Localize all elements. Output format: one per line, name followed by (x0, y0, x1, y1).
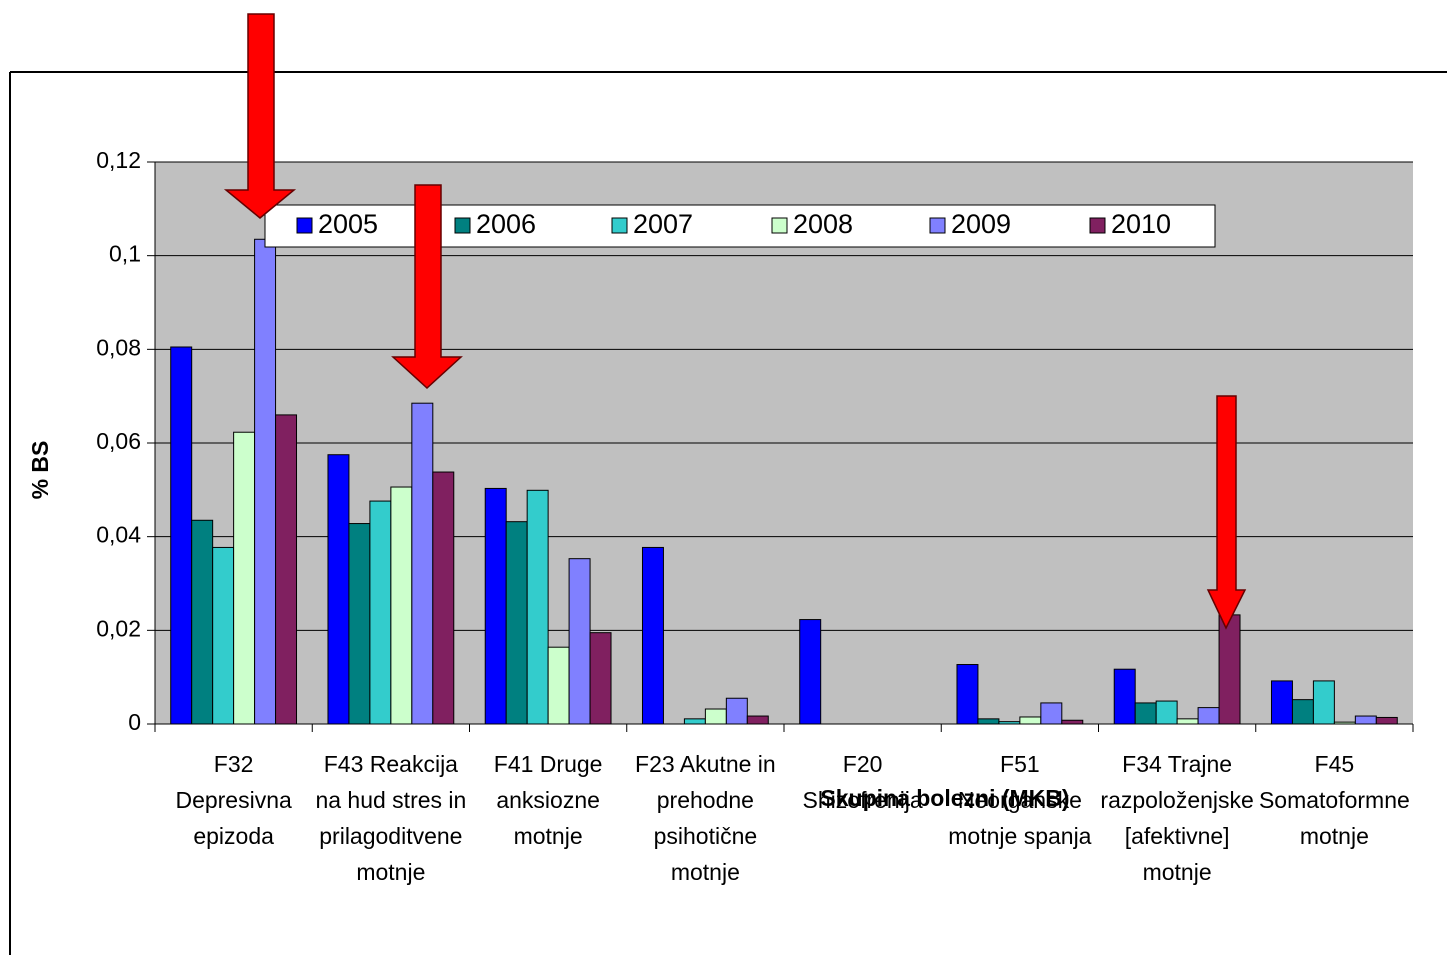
bar (254, 238, 277, 725)
bar (1270, 680, 1293, 725)
bar (1312, 680, 1335, 725)
y-tick-label: 0,12 (96, 147, 141, 173)
y-tick-label: 0 (128, 709, 141, 735)
bar (233, 431, 256, 725)
x-tick-label: F41 Druge anksiozne motnje (494, 751, 603, 849)
annotation-arrow (1206, 395, 1247, 630)
bar (390, 486, 413, 725)
bar (1061, 719, 1084, 725)
legend-swatch (296, 217, 313, 234)
bar (1218, 614, 1241, 725)
bar (977, 718, 1000, 725)
bar (641, 546, 664, 725)
bar (170, 346, 193, 725)
x-tick-label: F34 Trajne razpoloženjske [afektivne] motnj… (1100, 751, 1253, 885)
x-tick-label: F32 Depresivna epizoda (175, 751, 292, 849)
bar (725, 697, 748, 725)
bar (526, 489, 549, 725)
x-tick-label: F51 Neorganske motnje spanja (948, 751, 1091, 849)
bar (589, 632, 612, 725)
bar (1197, 707, 1220, 725)
x-tick-label: F20 Shizofrenija (803, 751, 923, 813)
bar (411, 402, 434, 725)
legend-label: 2008 (793, 209, 853, 239)
legend-label: 2006 (476, 209, 536, 239)
annotation-arrow (223, 13, 297, 219)
legend-label: 2005 (318, 209, 378, 239)
legend-label: 2007 (633, 209, 693, 239)
y-axis-title: % BS (27, 441, 53, 500)
bar (191, 519, 214, 725)
bar (704, 708, 727, 725)
bar (484, 487, 507, 725)
y-tick-label: 0,1 (109, 241, 141, 267)
legend-swatch (611, 217, 628, 234)
bar (275, 414, 298, 725)
bar (1176, 718, 1199, 725)
x-axis-title: Skupina bolezni (MKB) (820, 785, 1069, 811)
legend-label: 2009 (951, 209, 1011, 239)
bar (1113, 668, 1136, 725)
bar (505, 521, 528, 725)
legend-swatch (454, 217, 471, 234)
bar (1155, 700, 1178, 725)
bar (746, 715, 769, 725)
bar (369, 500, 392, 725)
bar (1291, 699, 1314, 725)
bar (1040, 702, 1063, 725)
x-tick-label: F23 Akutne in prehodne psihotične motnje (635, 751, 776, 885)
x-tick-label: F45 Somatoformne motnje (1259, 751, 1410, 849)
bar (1354, 715, 1377, 725)
legend-swatch (1089, 217, 1106, 234)
bar (799, 619, 822, 725)
y-tick-label: 0,08 (96, 334, 141, 360)
legend-swatch (771, 217, 788, 234)
x-tick-label: F43 Reakcija na hud stres in prilagoditven… (315, 751, 466, 885)
bar (212, 546, 235, 725)
bar (547, 646, 570, 725)
bar (432, 471, 455, 725)
bar (956, 664, 979, 725)
y-tick-label: 0,02 (96, 615, 141, 641)
bar (1019, 716, 1042, 725)
bar (1134, 702, 1157, 725)
annotation-arrow (391, 184, 463, 390)
bar (1375, 716, 1398, 725)
bar (348, 523, 371, 725)
bar (327, 454, 350, 725)
bar (683, 718, 706, 725)
legend-label: 2010 (1111, 209, 1171, 239)
legend-swatch (929, 217, 946, 234)
bar (568, 558, 591, 725)
y-tick-label: 0,04 (96, 522, 141, 548)
y-tick-label: 0,06 (96, 428, 141, 454)
legend-box (264, 204, 1216, 248)
